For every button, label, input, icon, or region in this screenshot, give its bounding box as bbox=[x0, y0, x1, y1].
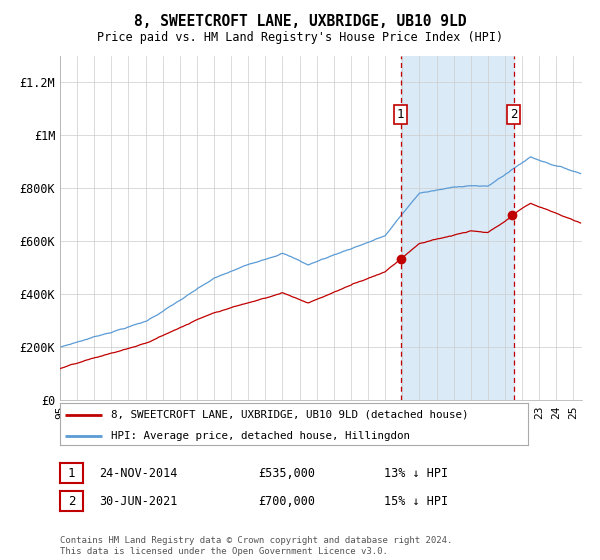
Text: 1: 1 bbox=[68, 466, 75, 480]
Text: 1: 1 bbox=[397, 108, 404, 121]
Text: Price paid vs. HM Land Registry's House Price Index (HPI): Price paid vs. HM Land Registry's House … bbox=[97, 31, 503, 44]
Text: 15% ↓ HPI: 15% ↓ HPI bbox=[384, 494, 448, 508]
Text: HPI: Average price, detached house, Hillingdon: HPI: Average price, detached house, Hill… bbox=[112, 431, 410, 441]
Text: £535,000: £535,000 bbox=[258, 466, 315, 480]
Text: 8, SWEETCROFT LANE, UXBRIDGE, UB10 9LD: 8, SWEETCROFT LANE, UXBRIDGE, UB10 9LD bbox=[134, 14, 466, 29]
Text: 13% ↓ HPI: 13% ↓ HPI bbox=[384, 466, 448, 480]
Text: £700,000: £700,000 bbox=[258, 494, 315, 508]
Text: Contains HM Land Registry data © Crown copyright and database right 2024.
This d: Contains HM Land Registry data © Crown c… bbox=[60, 536, 452, 556]
Text: 30-JUN-2021: 30-JUN-2021 bbox=[99, 494, 178, 508]
Bar bbox=[401, 56, 514, 400]
Text: 2: 2 bbox=[510, 108, 517, 121]
Text: 2: 2 bbox=[68, 494, 75, 508]
Text: 24-NOV-2014: 24-NOV-2014 bbox=[99, 466, 178, 480]
Text: 8, SWEETCROFT LANE, UXBRIDGE, UB10 9LD (detached house): 8, SWEETCROFT LANE, UXBRIDGE, UB10 9LD (… bbox=[112, 410, 469, 420]
